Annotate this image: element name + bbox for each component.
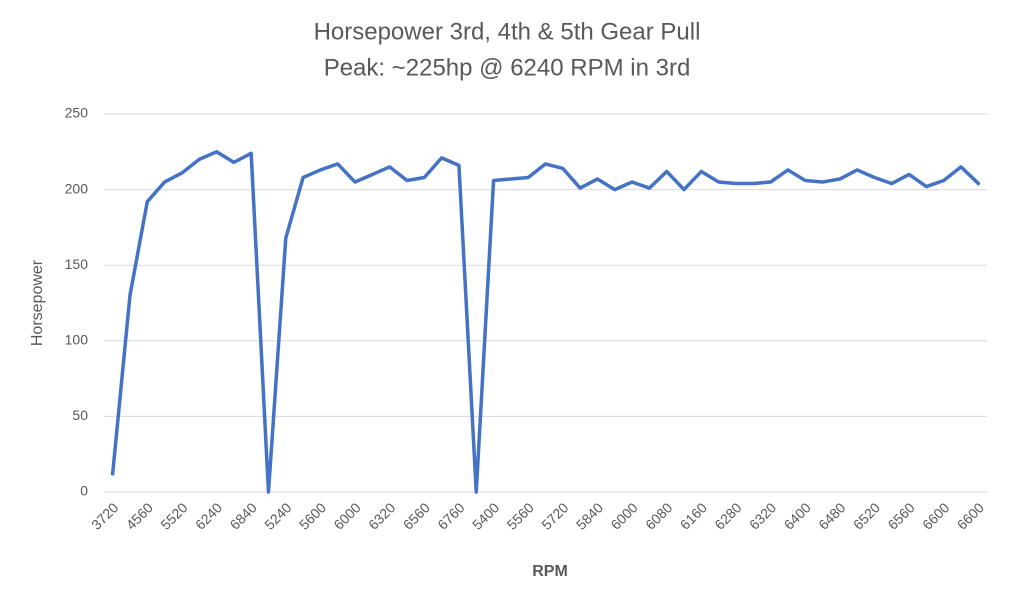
x-tick-label: 6400: [781, 499, 814, 532]
x-tick-label: 6000: [330, 499, 363, 532]
x-tick-label: 6320: [746, 499, 779, 532]
y-tick-label: 200: [65, 180, 89, 196]
x-tick-label: 3720: [88, 499, 121, 532]
x-tick-label: 6000: [607, 499, 640, 532]
chart-subtitle: Peak: ~225hp @ 6240 RPM in 3rd: [324, 54, 691, 81]
x-tick-label: 6080: [642, 499, 675, 532]
x-tick-label: 4560: [123, 499, 156, 532]
x-tick-label: 5520: [157, 499, 190, 532]
x-tick-label: 6480: [815, 499, 848, 532]
y-tick-label: 100: [65, 332, 89, 348]
x-tick-label: 6160: [677, 499, 710, 532]
x-tick-label: 5720: [538, 499, 571, 532]
x-tick-label: 6760: [434, 499, 467, 532]
line: [110, 150, 981, 494]
x-tick-label: 6600: [919, 499, 952, 532]
x-tick-label: 6560: [884, 499, 917, 532]
y-tick-label: 50: [72, 407, 88, 423]
x-tick-label: 5600: [296, 499, 329, 532]
x-tick-label: 5560: [504, 499, 537, 532]
x-tick-label: 5240: [261, 499, 294, 532]
x-tick-label: 6320: [365, 499, 398, 532]
y-tick-label: 150: [65, 256, 89, 272]
y-tick-label: 250: [65, 105, 89, 121]
x-tick-label: 6240: [192, 499, 225, 532]
x-tick-label: 6560: [400, 499, 433, 532]
y-axis-title: Horsepower: [29, 259, 46, 346]
y-tick-label: 0: [80, 483, 88, 499]
x-tick-label: 5400: [469, 499, 502, 532]
x-axis-title: RPM: [532, 563, 568, 580]
chart-title: Horsepower 3rd, 4th & 5th Gear Pull: [314, 18, 701, 45]
x-tick-label: 6280: [711, 499, 744, 532]
x-tick-label: 6840: [227, 499, 260, 532]
x-tick-label: 6600: [954, 499, 987, 532]
x-tick-label: 5840: [573, 499, 606, 532]
x-tick-label: 6520: [850, 499, 883, 532]
